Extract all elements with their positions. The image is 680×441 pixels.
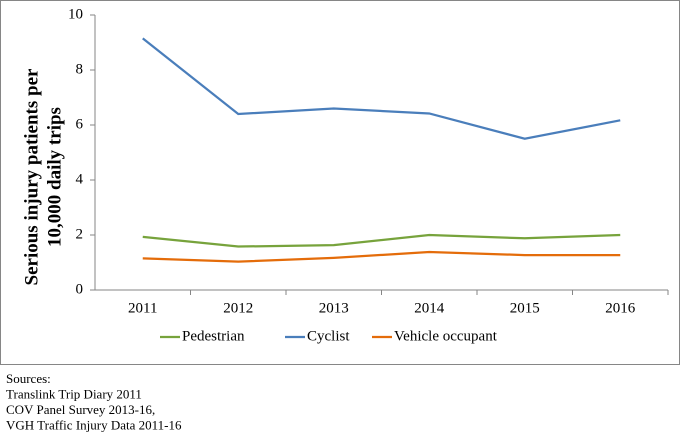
legend-label: Vehicle occupant (394, 328, 498, 344)
y-axis-label: 10,000 daily trips (44, 107, 65, 247)
footnote: Sources: (6, 371, 51, 386)
series-line (142, 37, 621, 140)
y-tick-label: 8 (76, 61, 84, 77)
y-tick-label: 0 (76, 281, 84, 297)
x-tick-label: 2015 (510, 300, 540, 316)
series-line (142, 250, 621, 263)
x-tick-label: 2012 (223, 300, 253, 316)
y-axis-label: Serious injury patients per (21, 68, 42, 285)
x-tick-label: 2011 (128, 300, 157, 316)
x-tick-label: 2013 (319, 300, 349, 316)
y-tick-label: 4 (76, 171, 84, 187)
series-line (142, 233, 621, 248)
y-tick-label: 10 (68, 6, 83, 22)
footnote: Translink Trip Diary 2011 (6, 386, 142, 401)
legend-label: Cyclist (307, 328, 350, 344)
x-tick-label: 2016 (605, 300, 636, 316)
y-tick-label: 2 (76, 226, 84, 242)
y-tick-label: 6 (76, 116, 84, 132)
x-tick-label: 2014 (414, 300, 445, 316)
footnote: VGH Traffic Injury Data 2011-16 (6, 417, 182, 432)
footnote: COV Panel Survey 2013-16, (6, 402, 155, 417)
legend-label: Pedestrian (182, 328, 245, 344)
